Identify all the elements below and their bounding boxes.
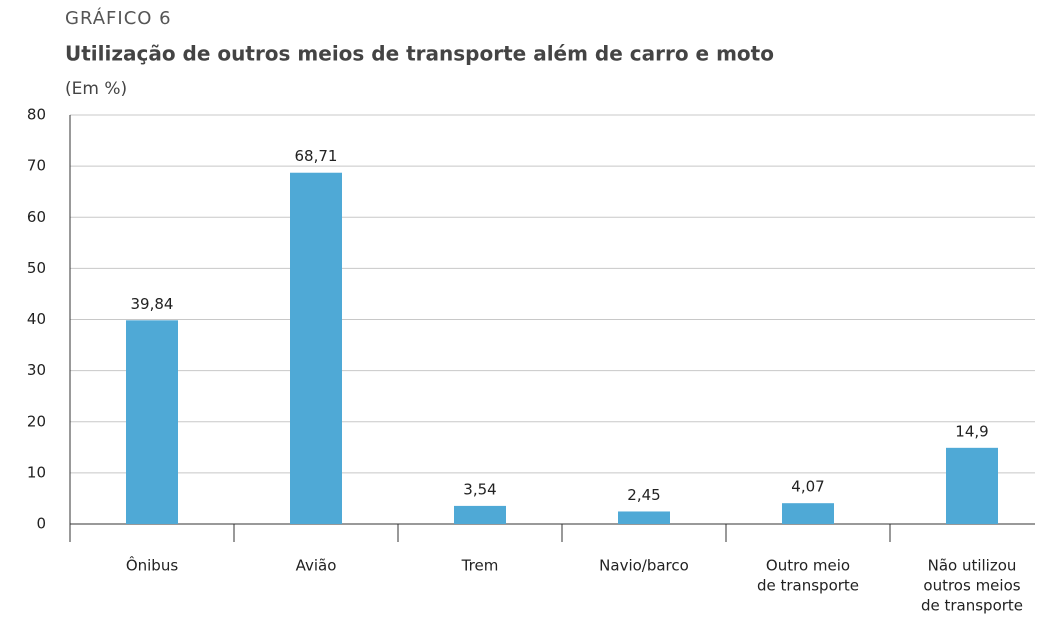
x-tick-label: Avião	[296, 557, 337, 575]
value-label: 3,54	[463, 480, 496, 498]
bar	[782, 503, 834, 524]
y-tick-label: 50	[27, 259, 46, 277]
chart-subtitle: (Em %)	[65, 79, 127, 99]
x-tick-label: Trem	[461, 557, 499, 575]
y-tick-label: 60	[27, 208, 46, 226]
x-tick-label: de transporte	[921, 597, 1023, 615]
chart-title: Utilização de outros meios de transporte…	[65, 42, 774, 66]
chart-kicker: GRÁFICO 6	[65, 7, 172, 29]
bar	[618, 511, 670, 524]
x-tick-label: Outro meio	[766, 557, 850, 575]
value-label: 4,07	[791, 478, 824, 496]
y-tick-label: 80	[27, 106, 46, 124]
bar	[946, 447, 998, 524]
x-tick-label: outros meios	[923, 577, 1020, 595]
bar	[126, 320, 178, 524]
y-tick-label: 10	[27, 463, 46, 481]
bar	[290, 172, 342, 524]
x-tick-label: Não utilizou	[928, 557, 1017, 575]
value-label: 68,71	[295, 147, 338, 165]
bar	[454, 505, 506, 524]
value-label: 2,45	[627, 486, 660, 504]
x-tick-label: de transporte	[757, 577, 859, 595]
y-tick-label: 70	[27, 157, 46, 175]
y-tick-label: 0	[36, 515, 46, 533]
y-tick-label: 20	[27, 412, 46, 430]
y-tick-label: 40	[27, 310, 46, 328]
x-tick-label: Ônibus	[126, 556, 179, 575]
value-label: 14,9	[955, 422, 988, 440]
y-tick-label: 30	[27, 361, 46, 379]
x-tick-label: Navio/barco	[599, 557, 689, 575]
value-label: 39,84	[131, 295, 174, 313]
